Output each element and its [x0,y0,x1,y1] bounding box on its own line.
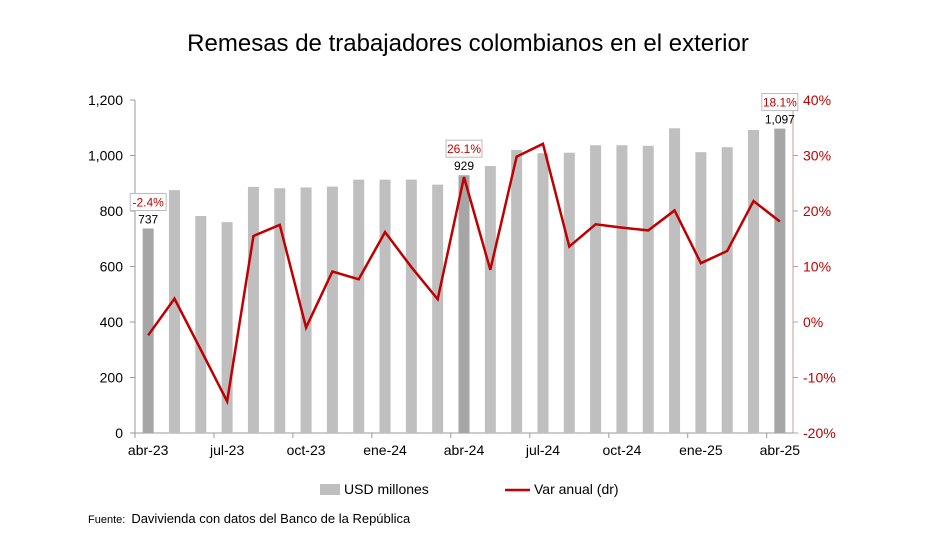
x-tick-label: oct-23 [287,442,326,458]
x-tick-label: jul-23 [209,442,244,458]
x-tick-label: ene-24 [363,442,407,458]
bar-sep-24 [590,145,602,434]
bar-nov-23 [326,186,338,433]
bar-abr-25 [774,128,786,433]
x-tick-label: oct-24 [602,442,641,458]
x-tick-label: ene-25 [679,442,723,458]
line-data-label-box [761,93,799,112]
bar-ene-24 [379,179,391,433]
bar-ago-23 [247,186,259,433]
bar-feb-25 [721,147,733,434]
x-tick-label: abr-25 [760,442,801,458]
bar-abr-23 [142,228,154,433]
bar-ago-24 [563,152,575,433]
bar-mar-25 [748,129,760,433]
bar-ene-25 [695,152,707,434]
line-data-label-box [445,139,483,158]
left-tick-label: 400 [100,314,124,330]
left-tick-label: 0 [115,425,123,441]
bar-jun-23 [195,215,207,433]
left-tick-label: 800 [100,203,124,219]
left-tick-label: 1,200 [88,92,123,108]
left-tick-label: 600 [100,259,124,275]
bar-jul-24 [537,153,549,433]
bar-abr-24 [458,175,470,433]
right-tick-label: -10% [803,370,836,386]
right-tick-label: 0% [803,314,823,330]
bar-mar-24 [432,184,444,433]
bar-oct-23 [300,187,312,433]
bar-feb-24 [405,179,417,433]
source-label: Fuente: [88,514,126,526]
x-tick-label: abr-23 [128,442,169,458]
bar-data-label: 929 [454,159,474,173]
bar-oct-24 [616,145,628,434]
bar-data-label: 737 [138,212,158,226]
right-tick-label: 10% [803,259,831,275]
source-text: Davivienda con datos del Banco de la Rep… [131,511,411,526]
bar-jul-23 [221,222,233,433]
bar-nov-24 [642,145,654,433]
source-note: Fuente: Davivienda con datos del Banco de… [88,511,410,526]
legend-bar-label: USD millones [344,481,429,497]
bar-sep-23 [274,188,286,433]
line-data-label-box [129,192,167,211]
right-tick-label: -20% [803,425,836,441]
left-tick-label: 1,000 [88,148,123,164]
bar-data-label: 1,097 [765,113,795,127]
bar-dic-24 [669,128,681,433]
line-data-label: -2.4% [132,195,164,209]
bar-may-24 [484,166,496,434]
right-tick-label: 40% [803,92,831,108]
bar-jun-24 [511,149,523,433]
legend-bar-swatch [320,484,340,495]
right-tick-label: 20% [803,203,831,219]
x-tick-label: abr-24 [444,442,485,458]
right-tick-label: 30% [803,148,831,164]
line-data-label: 26.1% [447,142,481,156]
bar-dic-23 [353,179,365,433]
line-data-label: 18.1% [763,96,797,110]
legend-line-label: Var anual (dr) [534,481,619,497]
x-tick-label: jul-24 [525,442,560,458]
left-tick-label: 200 [100,370,124,386]
bar-may-23 [168,190,180,433]
chart-title: Remesas de trabajadores colombianos en e… [187,30,749,57]
